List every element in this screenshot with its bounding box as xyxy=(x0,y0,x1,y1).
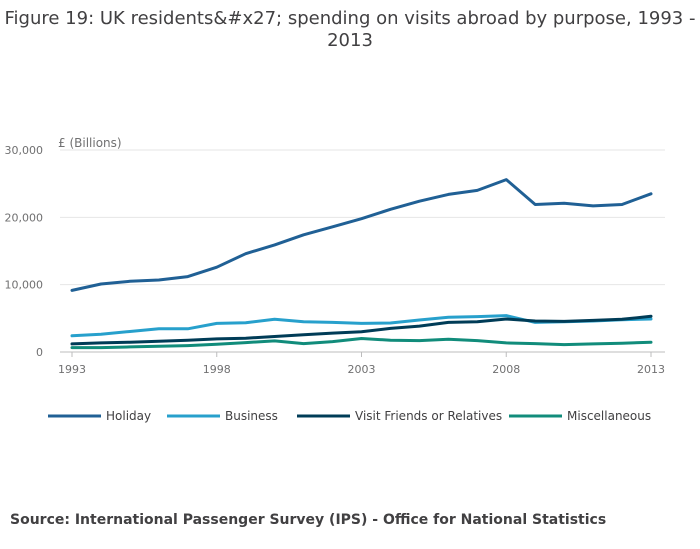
y-tick-label: 10,000 xyxy=(5,279,44,292)
y-axis-label: £ (Billions) xyxy=(58,136,122,150)
y-tick-label: 0 xyxy=(36,346,43,359)
chart-title: Figure 19: UK residents&#x27; spending o… xyxy=(0,8,700,52)
source-note: Source: International Passenger Survey (… xyxy=(10,512,607,528)
series-line-miscellaneous[interactable] xyxy=(70,337,653,350)
legend-label: Business xyxy=(225,409,278,423)
y-tick-label: 30,000 xyxy=(5,144,44,157)
legend-item-miscellaneous[interactable]: Miscellaneous xyxy=(509,409,651,423)
chart-title-line-1: Figure 19: UK residents&#x27; spending o… xyxy=(4,8,696,29)
legend-item-business[interactable]: Business xyxy=(167,409,278,423)
axes: 0 10,000 20,000 30,000 £ (Billions) 1993 1998 2… xyxy=(5,136,666,376)
legend-item-visit-friends-or-relatives[interactable]: Visit Friends or Relatives xyxy=(297,409,502,423)
x-tick-label: 2008 xyxy=(492,363,520,376)
x-tick-label: 2013 xyxy=(637,363,665,376)
series-line-visit-friends-or-relatives[interactable] xyxy=(70,314,653,346)
legend-label: Visit Friends or Relatives xyxy=(355,409,502,423)
legend[interactable]: Holiday Business Visit Friends or Relative… xyxy=(48,409,651,423)
y-tick-label: 20,000 xyxy=(5,211,44,224)
line-chart: 0 10,000 20,000 30,000 £ (Billions) 1993 1998 2… xyxy=(5,136,666,423)
legend-label: Miscellaneous xyxy=(567,409,651,423)
x-tick-label: 1998 xyxy=(203,363,231,376)
legend-label: Holiday xyxy=(106,409,151,423)
x-tick-label: 2003 xyxy=(348,363,376,376)
chart-title-line-2: 2013 xyxy=(327,30,373,51)
series-lines xyxy=(70,178,653,350)
legend-item-holiday[interactable]: Holiday xyxy=(48,409,151,423)
series-line-holiday[interactable] xyxy=(70,178,653,292)
x-tick-label: 1993 xyxy=(58,363,86,376)
